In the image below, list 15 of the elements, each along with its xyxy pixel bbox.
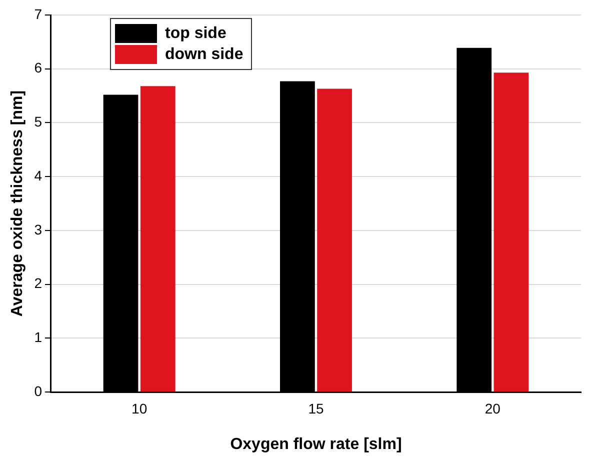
x-axis-title: Oxygen flow rate [slm]	[230, 436, 402, 453]
x-tick-label: 10	[132, 400, 148, 416]
y-tick-label: 2	[34, 275, 42, 292]
x-tick-label: 20	[484, 400, 501, 416]
x-tick-label: 15	[308, 400, 324, 416]
legend-label: top side	[165, 24, 226, 42]
y-tick-label: 3	[34, 221, 42, 238]
y-tick-label: 6	[34, 60, 42, 76]
legend-label: down side	[165, 46, 244, 64]
y-axis-title: Average oxide thickness [nm]	[9, 90, 26, 317]
y-tick-label: 7	[34, 6, 42, 22]
y-tick-label: 5	[34, 114, 42, 130]
y-tick-label: 1	[34, 329, 42, 345]
y-tick-label: 0	[34, 382, 42, 399]
y-tick-label: 4	[34, 167, 42, 184]
